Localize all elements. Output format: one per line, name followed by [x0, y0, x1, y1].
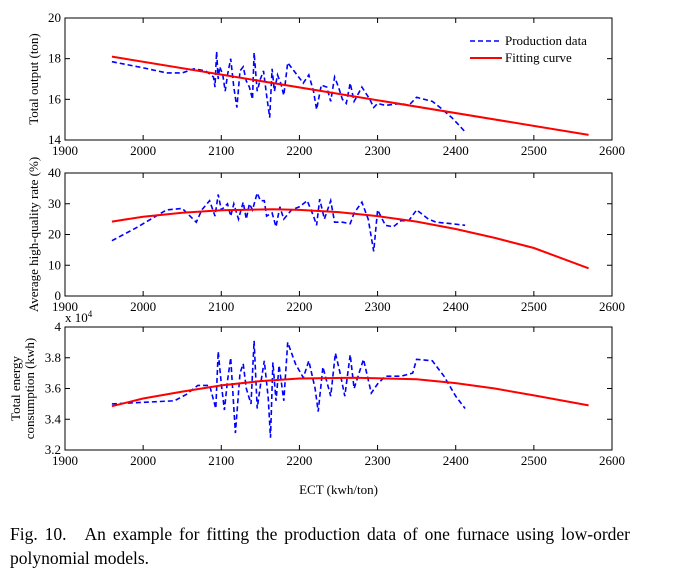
production-data-line — [111, 340, 466, 438]
x-axis-label: ECT (kwh/ton) — [299, 482, 378, 497]
y-tick-label: 10 — [48, 257, 61, 272]
x-tick-label: 2600 — [599, 299, 625, 314]
y-tick-label: 3.4 — [45, 411, 62, 426]
legend-label: Fitting curve — [505, 50, 572, 65]
axes-box — [64, 326, 613, 451]
y-tick-label: 18 — [48, 51, 61, 66]
y-axis-label: Total energy — [8, 356, 23, 421]
fitting-curve-line — [111, 208, 589, 270]
x-tick-label: 2600 — [599, 143, 625, 158]
production-data-line — [111, 190, 466, 252]
figure: 1900 2000 2100 2200 2300 2400 2500 2600 14 16 18 20… — [8, 10, 625, 497]
y-axis-label: consumption (kwh) — [22, 338, 37, 439]
x-tick-label: 2200 — [286, 299, 312, 314]
subplot-2: 1900 2000 2100 2200 2300 2400 2500 2600 0 10 20 30 4… — [26, 157, 625, 314]
legend-label: Production data — [505, 33, 587, 48]
x-tick-label: 2000 — [130, 143, 156, 158]
y-tick-label: 16 — [48, 91, 62, 106]
legend: Production data Fitting curve — [470, 33, 587, 65]
x-tick-label: 2300 — [365, 453, 391, 468]
x-tick-label: 2000 — [130, 453, 156, 468]
x-tick-label: 2000 — [130, 299, 156, 314]
y-tick-label: 3.8 — [45, 350, 61, 365]
x-tick-label: 2200 — [286, 453, 312, 468]
x-tick-label: 2100 — [208, 143, 234, 158]
caption-text: An example for fitting the production da… — [10, 524, 630, 568]
x-tick-label: 2400 — [443, 453, 469, 468]
figure-caption: Fig. 10. An example for fitting the produ… — [10, 522, 630, 570]
x-tick-label: 2300 — [365, 143, 391, 158]
y-tick-label: 4 — [55, 319, 62, 334]
caption-label: Fig. 10. — [10, 524, 67, 544]
x-tick-label: 2600 — [599, 453, 625, 468]
x-tick-label: 2300 — [365, 299, 391, 314]
axis-multiplier: x 104 — [65, 309, 93, 325]
x-tick-label: 2100 — [208, 453, 234, 468]
y-tick-label: 20 — [48, 10, 61, 25]
x-tick-label: 2500 — [521, 299, 547, 314]
x-tick-label: 2500 — [521, 453, 547, 468]
x-tick-label: 2400 — [443, 143, 469, 158]
fitting-curve-line — [111, 376, 589, 408]
y-axis-label: Total output (ton) — [26, 33, 41, 125]
y-tick-label: 30 — [48, 196, 61, 211]
y-tick-label: 3.6 — [45, 381, 62, 396]
x-tick-label: 2100 — [208, 299, 234, 314]
subplot-3: 1900 2000 2100 2200 2300 2400 2500 2600 3.2 3.4 3.… — [8, 309, 625, 497]
x-tick-label: 2200 — [286, 143, 312, 158]
fitting-curve-line — [111, 55, 589, 136]
subplot-1: 1900 2000 2100 2200 2300 2400 2500 2600 14 16 18 20… — [26, 10, 625, 158]
y-tick-label: 40 — [48, 165, 61, 180]
x-tick-label: 1900 — [52, 143, 78, 158]
axes-box — [64, 17, 613, 141]
x-tick-label: 1900 — [52, 453, 78, 468]
x-tick-label: 2500 — [521, 143, 547, 158]
y-tick-label: 0 — [55, 288, 62, 303]
y-tick-label: 3.2 — [45, 442, 61, 457]
y-axis-label: Average high-quality rate (%) — [26, 157, 41, 312]
x-tick-label: 1900 — [52, 299, 78, 314]
axes-box — [64, 172, 613, 297]
y-tick-label: 14 — [48, 132, 62, 147]
y-tick-label: 20 — [48, 227, 61, 242]
x-tick-label: 2400 — [443, 299, 469, 314]
production-data-line — [111, 51, 466, 133]
